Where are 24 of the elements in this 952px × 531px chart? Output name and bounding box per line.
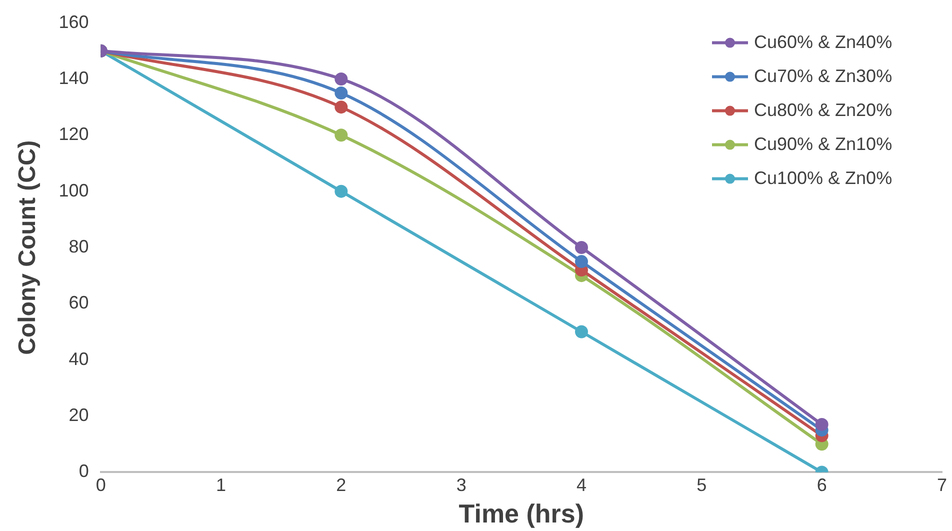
legend-label: Cu90% & Zn10% [754,134,892,154]
x-tick-label: 5 [696,474,707,495]
legend-label: Cu60% & Zn40% [754,32,892,52]
x-tick-label: 1 [216,474,226,495]
y-tick-label: 120 [58,124,89,144]
y-tick-label: 40 [68,348,89,369]
x-tick-label: 4 [576,474,587,495]
x-tick-label: 0 [96,474,106,495]
x-tick-label: 2 [336,474,346,495]
y-tick-label: 60 [68,292,89,313]
x-tick-label: 6 [816,474,827,495]
y-tick-label: 100 [58,180,89,200]
y-tick-label: 140 [58,68,89,88]
x-tick-label: 7 [936,474,948,495]
legend-label: Cu100% & Zn0% [754,168,892,188]
legend-label: Cu70% & Zn30% [754,66,892,86]
x-axis-title: Time (hrs) [458,498,584,529]
y-tick-label: 20 [68,404,89,425]
y-axis-title: Colony Count (CC) [14,140,42,355]
y-tick-label: 80 [68,236,89,256]
y-tick-label: 160 [58,12,89,32]
x-tick-label: 3 [456,474,466,495]
y-tick-label: 0 [78,461,89,482]
legend-label: Cu80% & Zn20% [754,100,892,120]
